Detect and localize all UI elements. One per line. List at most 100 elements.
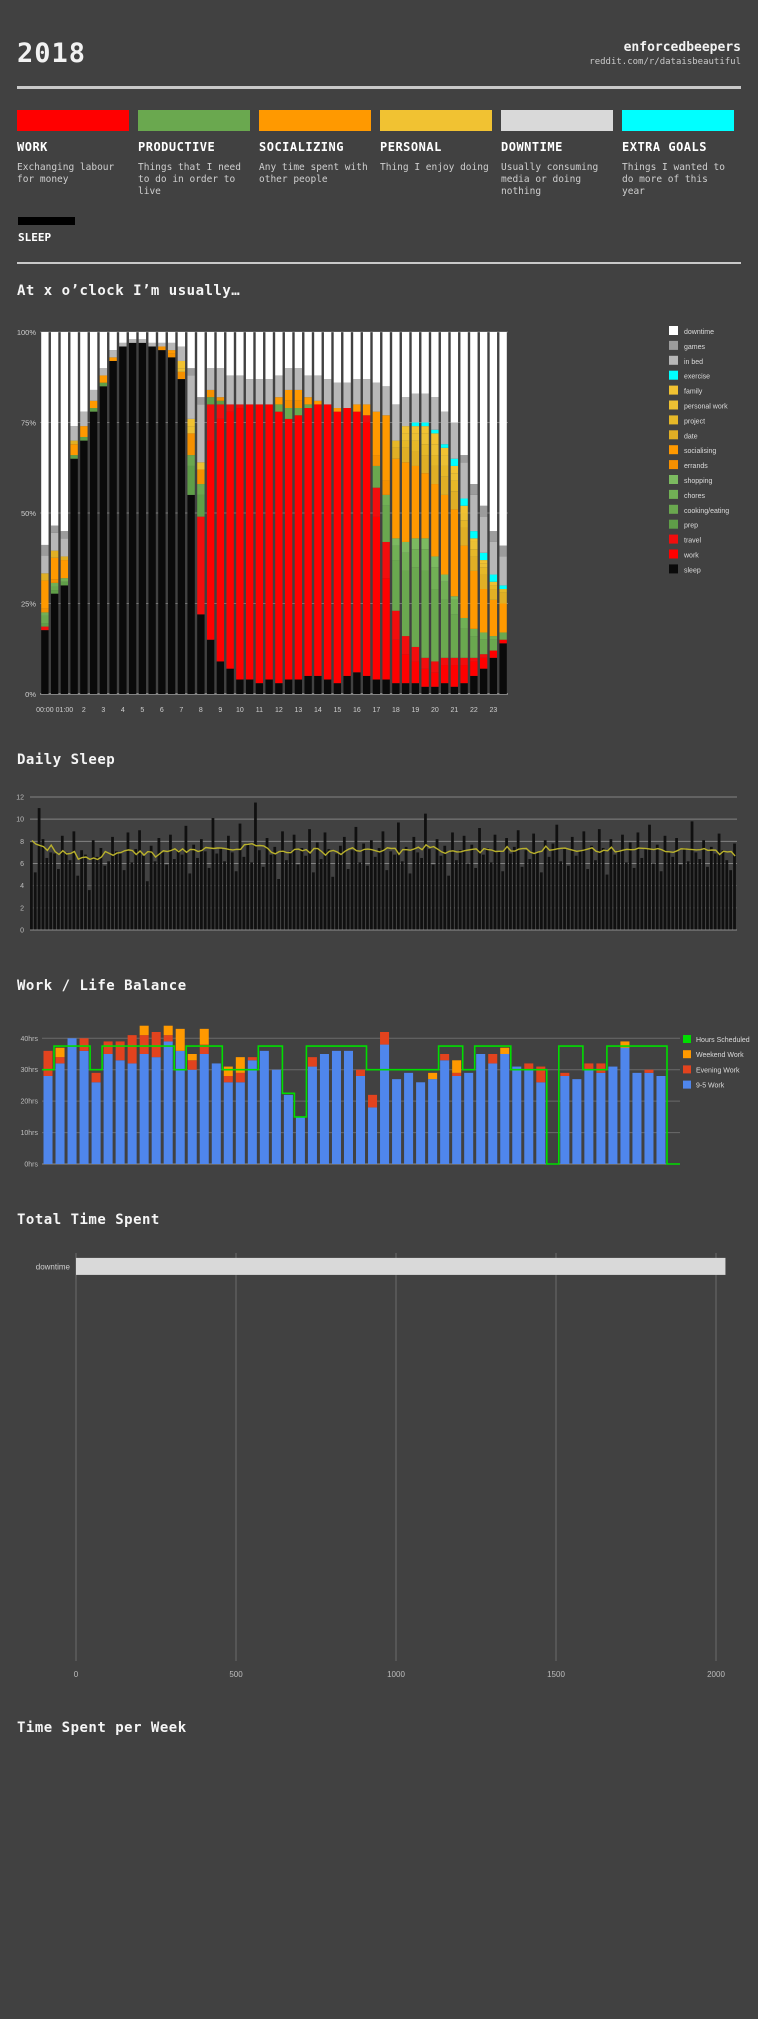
svg-text:21: 21 bbox=[450, 707, 458, 714]
svg-text:shopping: shopping bbox=[684, 478, 713, 485]
svg-text:40hrs: 40hrs bbox=[20, 1036, 38, 1043]
svg-text:family: family bbox=[684, 389, 703, 396]
hourly-stacked-bar-chart: 100%75%50%25%0%00:00 01:00 2 3 4 5 6 7 8 9 10 11 12 1… bbox=[17, 326, 729, 714]
source-url[interactable]: reddit.com/r/dataisbeautiful bbox=[589, 57, 741, 67]
svg-text:17: 17 bbox=[372, 707, 380, 714]
legend-item-personal: PERSONAL Thing I enjoy doing bbox=[380, 110, 492, 198]
svg-text:15: 15 bbox=[333, 707, 341, 714]
svg-text:date: date bbox=[684, 433, 698, 440]
sleep-average-line bbox=[31, 839, 736, 861]
hourly-legend: downtime games in bed exercise family persona… bbox=[669, 326, 729, 574]
hours-scheduled-line bbox=[42, 1045, 680, 1165]
legend-label: SOCIALIZING bbox=[259, 140, 344, 154]
svg-text:2000: 2000 bbox=[707, 1670, 725, 1679]
legend-desc: Things that I need to do in order to liv… bbox=[138, 162, 241, 197]
svg-text:9: 9 bbox=[218, 707, 222, 714]
svg-text:20: 20 bbox=[431, 707, 439, 714]
svg-text:cooking/eating: cooking/eating bbox=[684, 508, 729, 515]
svg-text:travel: travel bbox=[684, 538, 702, 545]
svg-text:19: 19 bbox=[411, 707, 419, 714]
socializing-swatch bbox=[259, 110, 371, 131]
weekly-area-chart bbox=[0, 1750, 758, 1990]
legend-label: DOWNTIME bbox=[501, 140, 563, 154]
svg-text:0%: 0% bbox=[25, 690, 36, 699]
svg-text:in bed: in bed bbox=[684, 359, 703, 366]
hourly-x-labels: 00:00 01:00 2 3 4 5 6 7 8 9 10 11 12 13 14 15 16 17 18 19 20… bbox=[36, 707, 497, 714]
svg-text:3: 3 bbox=[101, 707, 105, 714]
svg-text:22: 22 bbox=[470, 707, 478, 714]
svg-text:12: 12 bbox=[275, 707, 283, 714]
wlb-legend: Hours Scheduled Weekend Work Evening Work 9… bbox=[683, 1035, 750, 1090]
svg-text:10: 10 bbox=[16, 817, 24, 824]
page-title: 2018 bbox=[17, 38, 87, 69]
productive-swatch bbox=[138, 110, 250, 131]
legend-desc: Things I wanted to do more of this year bbox=[622, 162, 725, 197]
svg-text:socialising: socialising bbox=[684, 448, 716, 455]
work-swatch bbox=[17, 110, 129, 131]
category-legend: WORK Exchanging labour for money PRODUCT… bbox=[17, 110, 734, 198]
svg-text:5: 5 bbox=[140, 707, 144, 714]
svg-text:4: 4 bbox=[20, 883, 24, 890]
hourly-bars-group bbox=[41, 332, 507, 694]
svg-text:Evening Work: Evening Work bbox=[696, 1067, 740, 1074]
hourly-section-title: At x o’clock I’m usually… bbox=[17, 283, 241, 299]
svg-text:14: 14 bbox=[314, 707, 322, 714]
legend-item-extra-goals: EXTRA GOALS Things I wanted to do more o… bbox=[622, 110, 734, 198]
legend-label: PRODUCTIVE bbox=[138, 140, 216, 154]
svg-text:prep: prep bbox=[684, 523, 698, 530]
header-credits: enforcedbeepers reddit.com/r/dataisbeaut… bbox=[589, 40, 741, 67]
svg-text:500: 500 bbox=[229, 1670, 243, 1679]
svg-text:30hrs: 30hrs bbox=[20, 1067, 38, 1074]
svg-text:project: project bbox=[684, 418, 705, 425]
svg-text:13: 13 bbox=[294, 707, 302, 714]
svg-text:Hours Scheduled: Hours Scheduled bbox=[696, 1037, 750, 1044]
total-bar-downtime bbox=[76, 1257, 726, 1275]
wlb-bars-group bbox=[43, 1025, 666, 1164]
personal-swatch bbox=[380, 110, 492, 131]
sleep-swatch bbox=[18, 217, 75, 225]
total-bars-group: downtime bbox=[36, 1257, 726, 1275]
svg-text:personal work: personal work bbox=[684, 404, 728, 411]
hourly-grid: 100% 75% 50% 25% 0% bbox=[17, 328, 508, 699]
svg-text:2: 2 bbox=[82, 707, 86, 714]
legend-desc: Exchanging labour for money bbox=[17, 162, 115, 185]
svg-text:18: 18 bbox=[392, 707, 400, 714]
svg-text:Weekend Work: Weekend Work bbox=[696, 1052, 744, 1059]
legend-item-sleep: SLEEP bbox=[18, 231, 52, 244]
daily-sleep-section-title: Daily Sleep bbox=[17, 752, 116, 768]
svg-text:25%: 25% bbox=[21, 600, 36, 609]
svg-text:downtime: downtime bbox=[684, 329, 714, 336]
total-grid: 0 500 1000 1500 2000 bbox=[74, 1253, 725, 1679]
svg-text:1000: 1000 bbox=[387, 1670, 405, 1679]
daily-sleep-bar-chart: 12 10 8 6 4 2 0 bbox=[16, 795, 737, 935]
svg-text:75%: 75% bbox=[21, 419, 36, 428]
legend-desc: Usually consuming media or doing nothing bbox=[501, 162, 599, 197]
svg-text:7: 7 bbox=[179, 707, 183, 714]
svg-text:6: 6 bbox=[160, 707, 164, 714]
svg-text:01:00: 01:00 bbox=[56, 707, 74, 714]
author-name: enforcedbeepers bbox=[623, 40, 741, 55]
svg-text:errands: errands bbox=[684, 463, 708, 470]
section-divider bbox=[17, 262, 741, 264]
svg-text:downtime: downtime bbox=[36, 1262, 71, 1271]
svg-text:work: work bbox=[683, 553, 699, 560]
svg-text:12: 12 bbox=[16, 795, 24, 802]
legend-label: PERSONAL bbox=[380, 140, 442, 154]
extra-goals-swatch bbox=[622, 110, 734, 131]
svg-text:2: 2 bbox=[20, 905, 24, 912]
work-life-balance-chart: 40hrs 30hrs 20hrs 10hrs 0hrs Hours Scheduled W… bbox=[20, 1025, 750, 1169]
legend-label: EXTRA GOALS bbox=[622, 140, 707, 154]
svg-text:0hrs: 0hrs bbox=[24, 1162, 38, 1169]
svg-text:chores: chores bbox=[684, 493, 706, 500]
svg-text:100%: 100% bbox=[17, 328, 37, 337]
svg-text:0: 0 bbox=[20, 928, 24, 935]
total-section-title: Total Time Spent bbox=[17, 1212, 160, 1228]
legend-desc: Any time spent with other people bbox=[259, 162, 368, 185]
legend-item-socializing: SOCIALIZING Any time spent with other pe… bbox=[259, 110, 371, 198]
svg-text:0: 0 bbox=[74, 1670, 79, 1679]
svg-text:4: 4 bbox=[121, 707, 125, 714]
svg-text:50%: 50% bbox=[21, 509, 36, 518]
legend-item-productive: PRODUCTIVE Things that I need to do in o… bbox=[138, 110, 250, 198]
downtime-swatch bbox=[501, 110, 613, 131]
